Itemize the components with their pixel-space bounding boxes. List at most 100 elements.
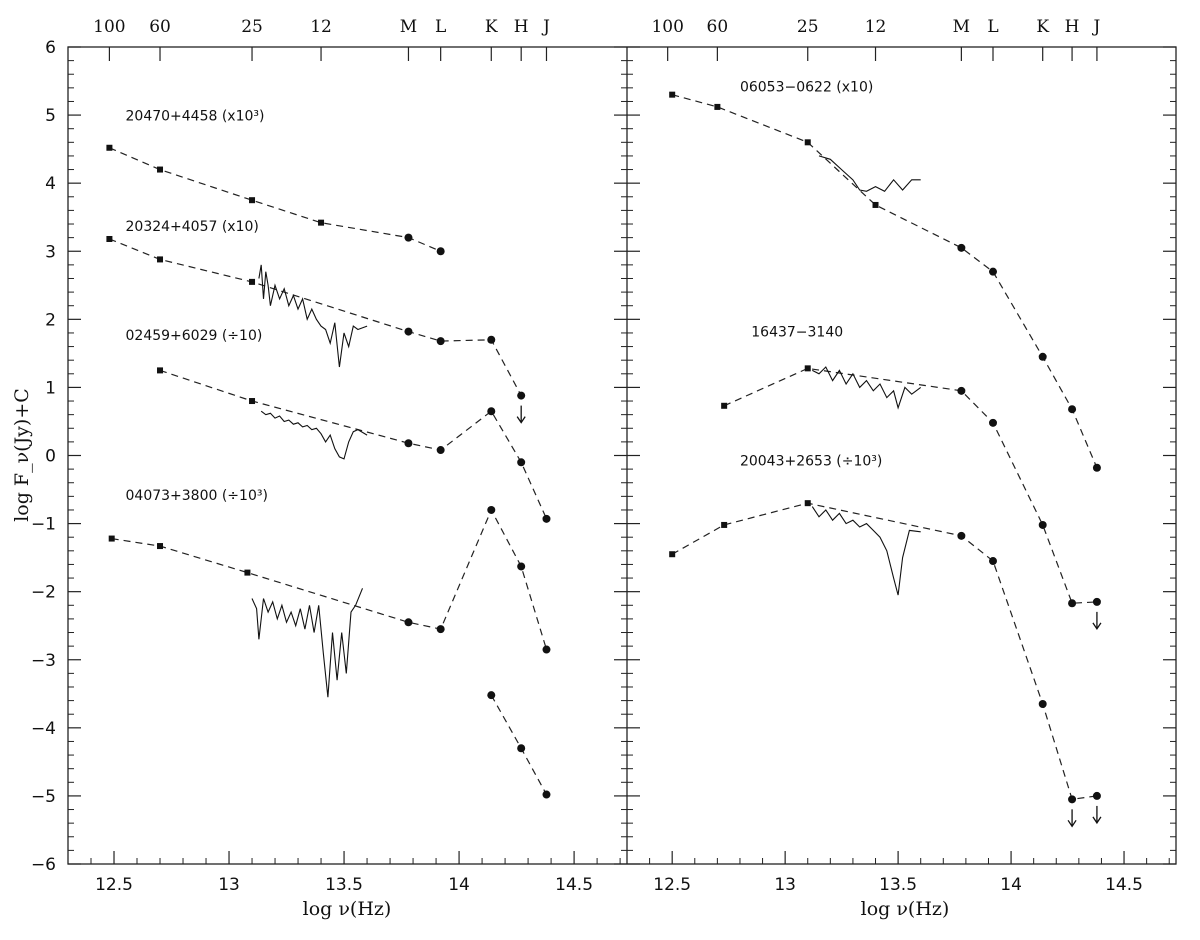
- data-point-circle: [957, 386, 966, 395]
- data-point-circle: [1068, 405, 1077, 414]
- data-point-circle: [542, 645, 551, 654]
- y-tick-label: −3: [31, 651, 56, 671]
- upper-limit-arrowhead: [1092, 622, 1102, 631]
- series-dashed-line: [671, 502, 1097, 800]
- data-point-square: [108, 535, 115, 542]
- data-point-square: [714, 103, 721, 110]
- data-point-circle: [487, 335, 496, 344]
- top-band-label: K: [485, 17, 498, 37]
- x-tick-label: 14: [1000, 875, 1022, 895]
- data-point-circle: [1038, 352, 1047, 361]
- series-label: 16437−3140: [751, 324, 843, 340]
- y-tick-label: 6: [45, 38, 56, 58]
- data-point-square: [804, 365, 811, 372]
- x-tick-label: 12.5: [653, 875, 691, 895]
- top-band-label: 25: [241, 17, 263, 37]
- data-point-circle: [436, 337, 445, 346]
- x-tick-label: 13: [218, 875, 240, 895]
- data-point-circle: [487, 505, 496, 514]
- data-point-circle: [517, 744, 526, 753]
- top-band-label: L: [987, 17, 998, 37]
- data-point-square: [106, 144, 113, 151]
- series-spectrum-line: [811, 506, 921, 596]
- y-tick-label: 3: [45, 242, 56, 262]
- data-point-square: [157, 543, 164, 550]
- data-point-square: [721, 402, 728, 409]
- data-point-square: [669, 551, 676, 558]
- y-tick-label: 5: [45, 106, 56, 126]
- series-label: 20324+4057 (x10): [126, 219, 259, 235]
- data-point-circle: [517, 458, 526, 467]
- top-band-label: H: [1065, 17, 1080, 37]
- data-point-circle: [436, 625, 445, 634]
- data-point-square: [157, 256, 164, 263]
- data-point-circle: [404, 233, 413, 242]
- data-point-circle: [1092, 597, 1101, 606]
- data-point-circle: [989, 557, 997, 566]
- x-axis-title-right: log ν(Hz): [861, 898, 950, 920]
- y-tick-label: −1: [31, 515, 56, 535]
- data-point-square: [872, 201, 879, 208]
- data-point-circle: [989, 418, 997, 427]
- top-band-label: 60: [149, 17, 171, 37]
- data-point-square: [804, 500, 811, 507]
- data-point-square: [249, 197, 256, 204]
- data-point-circle: [404, 327, 413, 336]
- data-point-circle: [404, 618, 413, 627]
- y-tick-label: −6: [31, 855, 56, 875]
- series-label: 20470+4458 (x10³): [126, 109, 265, 125]
- top-band-label: J: [541, 17, 550, 37]
- series-label: 20043+2653 (÷10³): [740, 454, 882, 470]
- data-point-square: [249, 398, 256, 405]
- data-point-circle: [542, 790, 551, 799]
- y-tick-label: −2: [31, 583, 56, 603]
- data-point-square: [669, 91, 676, 98]
- top-band-label: H: [514, 17, 529, 37]
- data-point-square: [721, 521, 728, 528]
- series-spectrum-line: [260, 410, 368, 460]
- data-point-circle: [1092, 463, 1101, 472]
- top-band-label: 100: [651, 17, 683, 37]
- upper-limit-arrowhead: [516, 416, 526, 424]
- x-tick-label: 14: [448, 875, 470, 895]
- axes-layer: [68, 46, 1176, 865]
- top-band-label: 25: [797, 17, 819, 37]
- top-band-label: K: [1036, 17, 1049, 37]
- data-point-circle: [1068, 795, 1077, 804]
- y-tick-label: 1: [45, 378, 56, 398]
- top-band-label: 100: [93, 17, 125, 37]
- data-layer: [106, 91, 1102, 828]
- top-band-label: M: [400, 17, 417, 37]
- series-spectrum-line: [258, 264, 368, 368]
- top-band-label: L: [435, 17, 446, 37]
- series-label: 02459+6029 (÷10): [126, 328, 263, 344]
- top-band-label: M: [953, 17, 970, 37]
- series-spectrum-line: [812, 366, 922, 410]
- y-axis-title: log F_ν(Jy)+C: [11, 388, 33, 522]
- data-point-square: [318, 219, 325, 226]
- data-point-circle: [1038, 700, 1047, 709]
- series-dashed-line: [111, 508, 548, 650]
- series-spectrum-line: [251, 588, 364, 698]
- top-band-label: 60: [707, 17, 729, 37]
- data-point-circle: [989, 267, 997, 276]
- top-band-label: 12: [865, 17, 887, 37]
- data-point-circle: [1068, 599, 1077, 608]
- series-label: 06053−0622 (x10): [740, 79, 873, 95]
- x-tick-label: 13: [774, 875, 796, 895]
- text-layer: log F_ν(Jy)+C log ν(Hz) log ν(Hz) 6 5 4 3 2 1…: [11, 17, 1143, 920]
- top-band-label: 12: [310, 17, 332, 37]
- data-point-circle: [517, 391, 526, 400]
- y-tick-label: 0: [45, 447, 56, 467]
- series-dashed-line: [109, 147, 441, 252]
- data-point-square: [157, 166, 164, 173]
- upper-limit-arrowhead: [1067, 819, 1077, 828]
- data-point-square: [244, 569, 251, 576]
- x-tick-label: 12.5: [95, 875, 133, 895]
- upper-limit-arrowhead: [1092, 816, 1102, 825]
- top-band-label: J: [1092, 17, 1101, 37]
- data-point-circle: [957, 243, 966, 252]
- data-point-circle: [1092, 791, 1101, 800]
- y-tick-label: −5: [31, 787, 56, 807]
- series-dashed-line: [490, 694, 548, 795]
